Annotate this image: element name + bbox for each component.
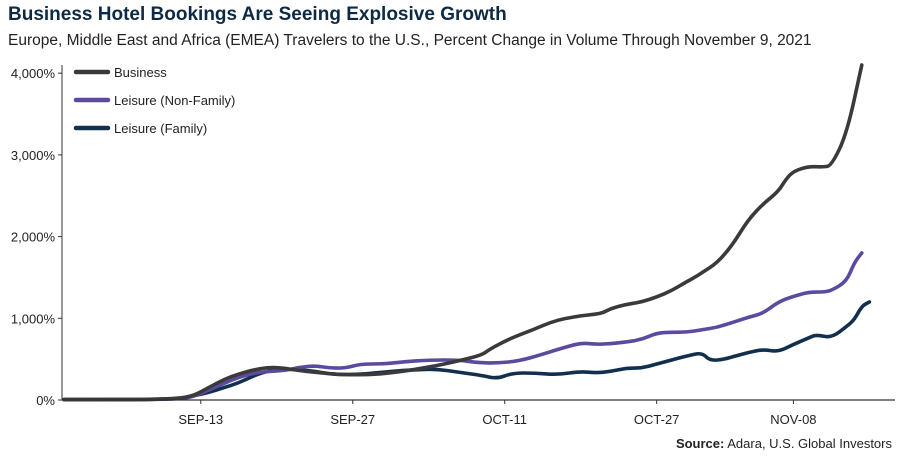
legend: Business Leisure (Non-Family) Leisure (Fam…: [73, 65, 235, 136]
x-tick-label: SEP-27: [330, 412, 375, 427]
source-text: Adara, U.S. Global Investors: [727, 436, 892, 451]
source-note: Source: Adara, U.S. Global Investors: [676, 436, 892, 451]
legend-item-business-label: Business: [114, 65, 167, 80]
y-tick-label: 3,000%: [11, 148, 56, 163]
x-tick-label: NOV-08: [770, 412, 816, 427]
legend-item-leisure-non-family-label: Leisure (Non-Family): [114, 93, 235, 108]
y-tick-label: 0%: [36, 393, 55, 408]
series-line-leisure-non-family: [62, 251, 864, 402]
x-tick-label: SEP-13: [178, 412, 223, 427]
chart-title: Business Hotel Bookings Are Seeing Explo…: [8, 4, 507, 25]
y-tick-label: 4,000%: [11, 66, 56, 81]
x-tick-label: OCT-27: [634, 412, 680, 427]
x-tick-label: OCT-11: [482, 412, 527, 427]
source-label: Source:: [675, 436, 725, 451]
legend-item-leisure-family-label: Leisure (Family): [114, 121, 207, 136]
chart-subtitle: Europe, Middle East and Africa (EMEA) Tr…: [8, 32, 812, 49]
series-lines: [62, 63, 872, 402]
series-line-business: [62, 63, 864, 402]
y-tick-label: 1,000%: [11, 311, 56, 326]
y-tick-label: 2,000%: [11, 230, 56, 245]
x-axis: SEP-13 SEP-27 OCT-11 OCT-27 NOV-08: [62, 399, 895, 427]
y-axis-ticks: 0% 1,000% 2,000% 3,000% 4,000%: [11, 65, 63, 408]
